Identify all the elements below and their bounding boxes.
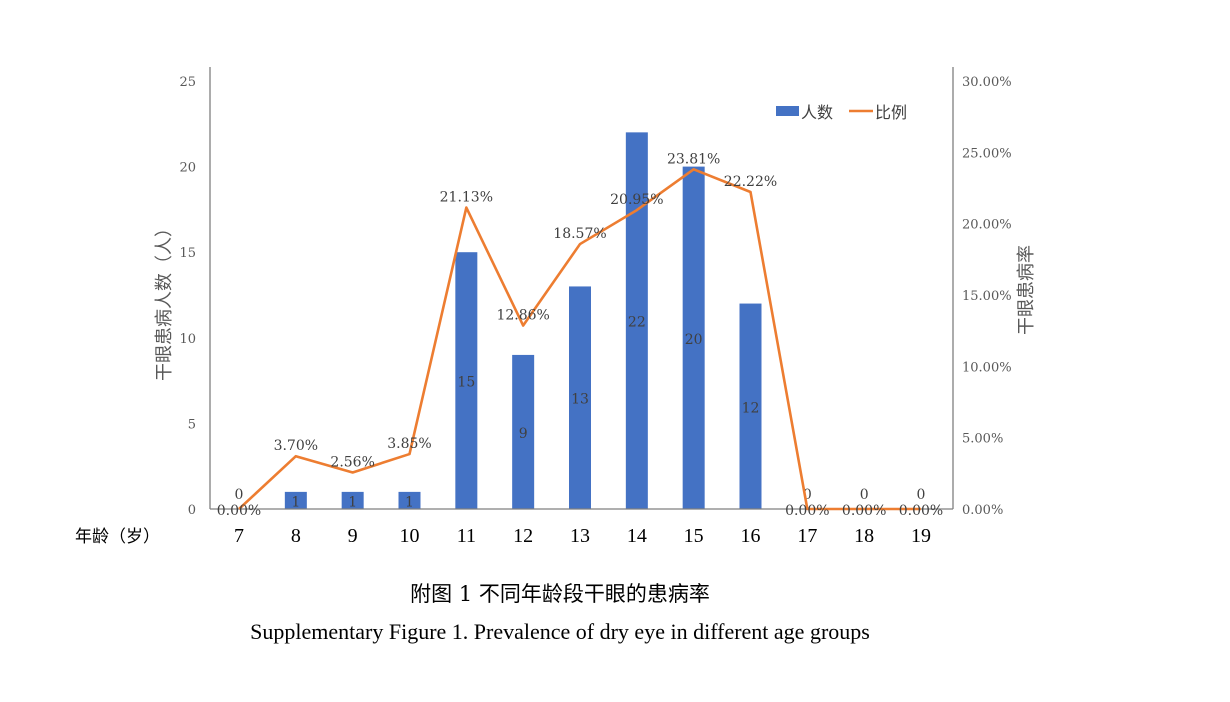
y2-tick-label: 20.00% [962, 218, 1012, 233]
bar [341, 491, 364, 509]
x-tick-label: 10 [400, 525, 420, 547]
x-tick-label: 12 [513, 525, 533, 547]
x-axis-title: 年龄（岁） [75, 527, 160, 547]
legend-bar-swatch [776, 106, 799, 116]
bar-data-label: 12 [742, 400, 760, 416]
bar-data-label: 9 [519, 426, 528, 442]
y2-tick-label: 0.00% [962, 503, 1003, 518]
y2-tick-label: 25.00% [962, 146, 1012, 161]
bar [625, 132, 648, 510]
y-tick-label: 25 [179, 75, 196, 90]
bar [455, 252, 478, 509]
x-tick-label: 19 [911, 525, 931, 547]
bar-data-label: 1 [405, 494, 414, 510]
bar-data-label: 0 [235, 487, 244, 503]
x-tick-label: 11 [457, 525, 476, 547]
bar [682, 166, 705, 509]
legend-label-ratio: 比例 [875, 103, 907, 122]
y-tick-label: 5 [188, 417, 196, 432]
y2-tick-label: 30.00% [962, 75, 1012, 90]
y-axis-title: 干眼患病人数（人） [154, 219, 175, 381]
line-data-label: 21.13% [440, 190, 493, 206]
y-tick-label: 15 [179, 246, 196, 261]
line-data-label: 22.22% [724, 174, 777, 190]
bar-data-label: 1 [348, 494, 357, 510]
y2-tick-label: 10.00% [962, 360, 1012, 375]
line-data-label: 0.00% [785, 503, 829, 519]
x-tick-label: 15 [684, 525, 704, 547]
caption-en: Supplementary Figure 1. Prevalence of dr… [250, 619, 870, 644]
x-tick-label: 7 [234, 525, 244, 547]
bar [569, 286, 591, 509]
line-data-label: 23.81% [667, 151, 720, 167]
line-data-label: 3.70% [274, 438, 318, 454]
bar [284, 491, 307, 509]
line-data-label: 2.56% [330, 454, 374, 470]
x-tick-label: 8 [291, 525, 301, 547]
line-data-label: 18.57% [553, 226, 606, 242]
bar-data-label: 15 [457, 375, 475, 391]
caption-zh: 附图 1 不同年龄段干眼的患病率 [410, 582, 710, 606]
y-tick-label: 20 [179, 161, 196, 176]
bar-data-label: 0 [860, 487, 869, 503]
bar [512, 354, 535, 509]
bar-data-label: 20 [685, 332, 703, 348]
bar-data-label: 0 [803, 487, 812, 503]
bar-data-label: 1 [291, 494, 300, 510]
line-data-label: 12.86% [496, 308, 549, 324]
x-tick-label: 16 [741, 525, 761, 547]
x-tick-label: 13 [570, 525, 590, 547]
legend-label-count: 人数 [801, 103, 833, 122]
y2-tick-label: 15.00% [962, 289, 1012, 304]
y2-tick-label: 5.00% [962, 432, 1003, 447]
line-data-label: 0.00% [842, 503, 886, 519]
bar [398, 491, 421, 509]
line-data-label: 0.00% [899, 503, 943, 519]
y-tick-label: 0 [188, 503, 196, 518]
x-tick-label: 17 [797, 525, 817, 547]
bar-data-label: 0 [917, 487, 926, 503]
x-tick-label: 14 [627, 525, 647, 547]
line-data-label: 0.00% [217, 503, 261, 519]
bar-data-label: 13 [571, 392, 589, 408]
line-data-label: 3.85% [387, 436, 431, 452]
y2-axis-title: 干眼患病率 [1016, 245, 1037, 335]
line-data-label: 20.95% [610, 192, 663, 208]
x-tick-label: 18 [854, 525, 874, 547]
bar-data-label: 22 [628, 315, 646, 331]
y-tick-label: 10 [179, 332, 196, 347]
x-tick-label: 9 [348, 525, 358, 547]
bar [739, 303, 762, 509]
